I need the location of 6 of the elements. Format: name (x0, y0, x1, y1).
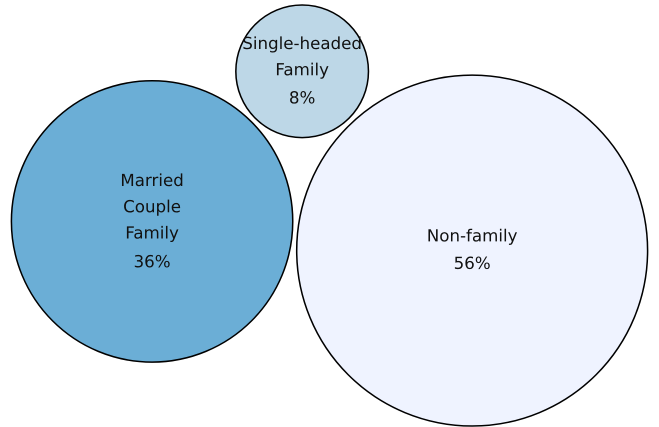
data-label: 56% (454, 256, 490, 270)
category-label: Non-family (428, 228, 517, 245)
category-label: Married Couple Family (122, 173, 182, 242)
data-label: 36% (134, 254, 170, 268)
category-label: Single-headed Family (243, 36, 360, 79)
data-label: 8% (290, 91, 314, 104)
